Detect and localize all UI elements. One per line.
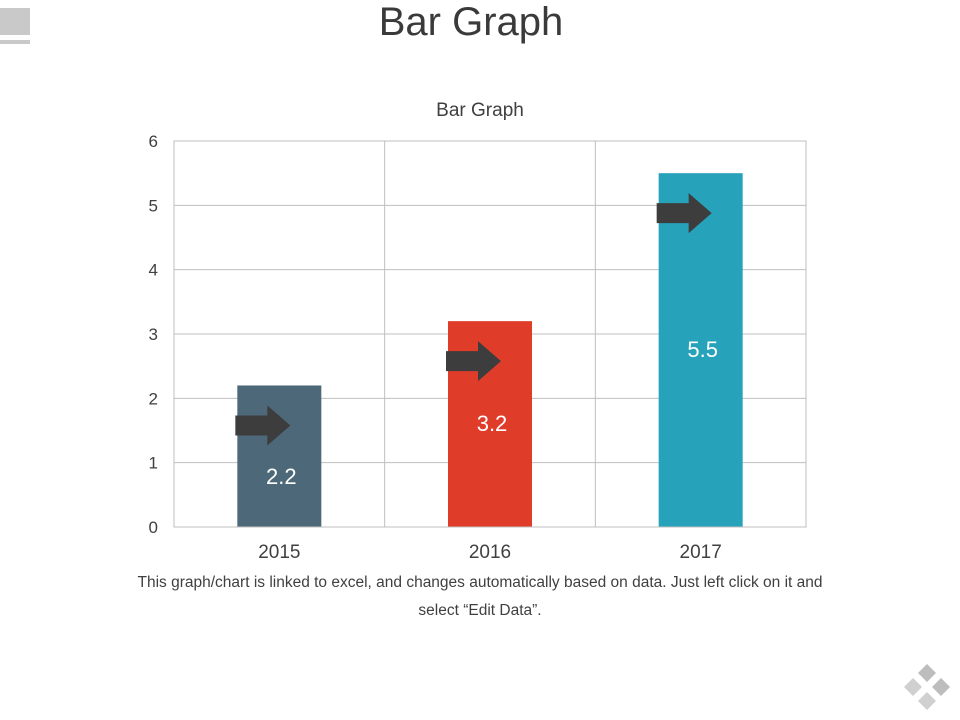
corner-decoration-line xyxy=(0,40,30,44)
y-tick-label: 0 xyxy=(149,518,158,537)
arrow-right-icon xyxy=(656,193,712,234)
y-tick-label: 5 xyxy=(149,196,158,215)
bar-2017[interactable] xyxy=(658,173,743,527)
y-tick-label: 1 xyxy=(149,454,158,473)
data-label-2017: 5.5 xyxy=(687,337,718,362)
y-tick-label: 3 xyxy=(149,325,158,344)
y-tick-label: 4 xyxy=(149,261,158,280)
x-tick-label: 2015 xyxy=(258,542,300,563)
bar-2015[interactable] xyxy=(237,385,322,527)
arrow-right-icon xyxy=(235,405,291,446)
plot-border xyxy=(173,140,807,528)
data-label-2016: 3.2 xyxy=(477,411,508,436)
x-tick-label: 2017 xyxy=(680,542,722,563)
data-label-2015: 2.2 xyxy=(266,464,297,489)
corner-decoration xyxy=(0,8,30,35)
caption-line-2: select “Edit Data”. xyxy=(418,602,542,619)
chart-title: Bar Graph xyxy=(436,100,524,121)
y-tick-label: 6 xyxy=(149,132,158,151)
chart-caption: This graph/chart is linked to excel, and… xyxy=(110,569,850,625)
arrow-right-icon xyxy=(446,341,501,382)
slide-title: Bar Graph xyxy=(378,0,564,44)
logo-icon xyxy=(904,664,950,710)
caption-line-1: This graph/chart is linked to excel, and… xyxy=(137,574,823,591)
x-tick-label: 2016 xyxy=(469,542,511,563)
y-tick-label: 2 xyxy=(149,389,158,408)
